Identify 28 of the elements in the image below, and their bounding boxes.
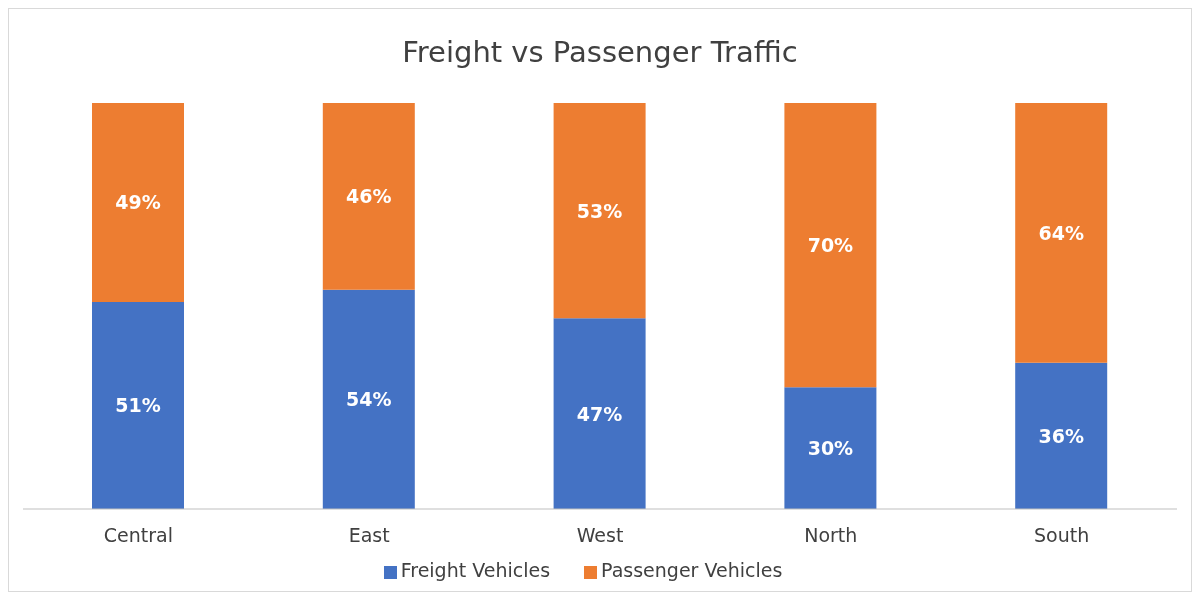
data-label: 64% [1038,221,1084,244]
data-label: 47% [576,402,623,425]
data-label: 53% [576,199,623,222]
bar [322,289,415,509]
bar [784,103,877,388]
bar [553,103,646,319]
bar [92,103,184,302]
bar [784,387,877,509]
bar [322,103,415,290]
x-tick-label: South [1033,524,1090,547]
data-label: 30% [807,437,854,460]
chart-title: Freight vs Passenger Traffic [401,34,799,71]
x-tick-label: Central [103,524,173,547]
data-label: 54% [346,388,392,411]
bar [1015,362,1108,509]
data-label: 46% [346,185,392,208]
data-label: 36% [1038,424,1084,447]
data-label: 51% [115,394,161,417]
x-tick-label: West [576,524,624,547]
data-label: 49% [115,191,161,214]
x-tick-label: East [348,524,390,547]
legend-label: Passenger Vehicles [601,559,783,581]
data-label: 70% [807,234,854,257]
x-tick-label: North [804,524,858,547]
bar [92,301,184,509]
bar [1015,103,1108,363]
bar [553,318,646,509]
legend-label: Freight Vehicles [400,559,551,581]
